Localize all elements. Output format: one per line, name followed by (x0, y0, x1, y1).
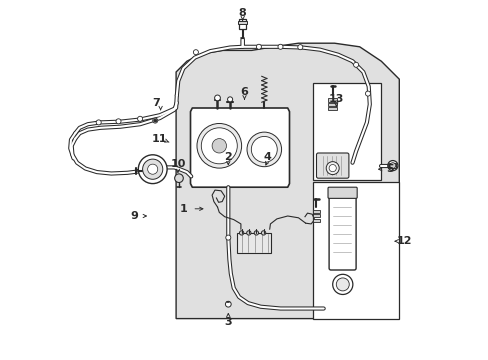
Bar (238, 21, 247, 24)
Circle shape (214, 95, 220, 101)
Text: 13: 13 (328, 94, 343, 104)
FancyBboxPatch shape (327, 187, 356, 198)
Text: 8: 8 (238, 8, 246, 18)
Text: 11: 11 (152, 134, 167, 144)
Circle shape (328, 165, 336, 172)
Circle shape (197, 123, 241, 168)
Text: 10: 10 (170, 159, 185, 169)
Bar (388, 163, 396, 168)
Circle shape (239, 231, 244, 235)
Circle shape (142, 159, 163, 179)
Circle shape (225, 235, 230, 240)
Circle shape (387, 161, 397, 171)
Bar (312, 219, 320, 222)
Bar (312, 83, 381, 180)
Circle shape (353, 62, 358, 67)
Bar (312, 214, 320, 217)
Circle shape (153, 119, 156, 122)
Circle shape (254, 231, 258, 235)
Text: 3: 3 (224, 317, 232, 327)
Text: 5: 5 (386, 164, 393, 174)
FancyBboxPatch shape (328, 194, 355, 270)
Circle shape (246, 132, 281, 167)
Circle shape (336, 278, 348, 291)
Circle shape (225, 301, 231, 307)
Circle shape (332, 274, 352, 294)
Text: 2: 2 (224, 152, 232, 162)
Circle shape (256, 44, 261, 49)
Bar (328, 107, 336, 110)
Text: 12: 12 (396, 236, 411, 246)
Bar (312, 210, 320, 213)
Bar (328, 98, 336, 102)
Text: 7: 7 (152, 98, 160, 108)
Circle shape (96, 120, 101, 125)
Text: 6: 6 (240, 87, 248, 97)
Text: 9: 9 (130, 211, 139, 221)
Circle shape (212, 139, 226, 153)
Circle shape (193, 50, 198, 55)
Circle shape (251, 136, 277, 162)
Circle shape (261, 231, 265, 235)
Circle shape (365, 91, 370, 96)
Polygon shape (190, 108, 289, 187)
Circle shape (246, 231, 250, 235)
Polygon shape (176, 43, 399, 319)
Circle shape (325, 162, 339, 175)
Circle shape (277, 44, 283, 49)
Circle shape (137, 116, 142, 121)
FancyBboxPatch shape (316, 153, 348, 178)
Text: 1: 1 (179, 204, 187, 214)
Bar (312, 182, 399, 319)
Circle shape (174, 174, 183, 183)
Bar (236, 233, 270, 253)
Bar (239, 19, 246, 29)
Circle shape (201, 128, 237, 164)
Circle shape (138, 155, 167, 184)
Circle shape (152, 118, 158, 123)
Circle shape (227, 97, 232, 102)
Circle shape (147, 164, 158, 174)
Text: 4: 4 (264, 152, 271, 162)
Circle shape (297, 45, 302, 50)
Bar (328, 103, 336, 106)
Circle shape (116, 119, 121, 124)
Circle shape (389, 163, 395, 168)
